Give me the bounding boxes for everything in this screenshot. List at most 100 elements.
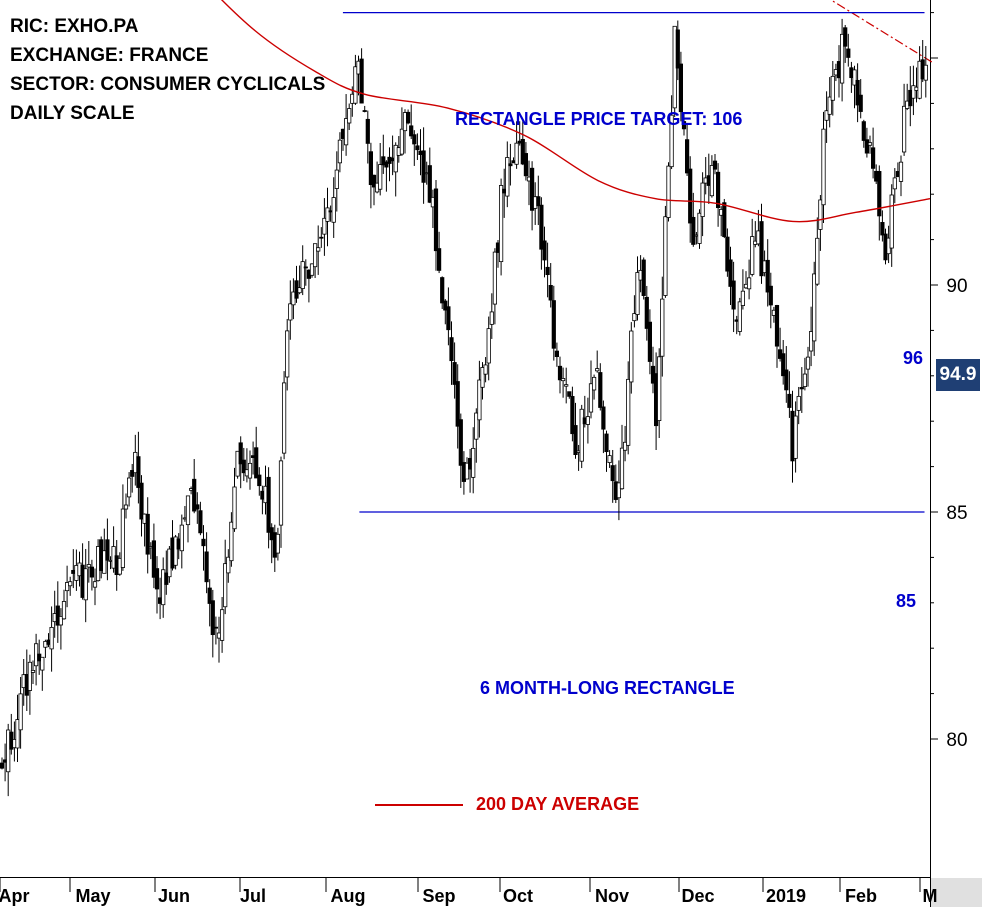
candle-body xyxy=(595,368,600,372)
x-tick-label: Dec xyxy=(681,886,714,906)
candle-body xyxy=(747,277,752,290)
candle-body xyxy=(877,171,882,217)
candle-body xyxy=(226,556,231,574)
candle-body xyxy=(179,524,184,552)
scale-label: DAILY SCALE xyxy=(10,103,135,124)
candle-body xyxy=(55,605,60,626)
x-tick-label: Jun xyxy=(158,886,190,906)
candle-body xyxy=(880,222,885,236)
candle-body xyxy=(254,447,259,479)
x-tick-label: Jul xyxy=(240,886,266,906)
candle-body xyxy=(520,138,525,165)
candle-body xyxy=(821,128,826,206)
candle-body xyxy=(399,128,405,155)
candle-body xyxy=(768,285,773,306)
candle-body xyxy=(347,108,352,124)
candle-body xyxy=(815,237,820,285)
candle-body xyxy=(223,563,228,608)
candle-body xyxy=(198,510,203,534)
candle-body xyxy=(793,415,798,459)
candle-body xyxy=(561,378,566,382)
candle-body xyxy=(480,367,485,388)
candle-body xyxy=(539,204,544,250)
candle-body xyxy=(852,69,857,86)
candle-body xyxy=(161,569,166,606)
candle-body xyxy=(802,373,808,387)
candle-body xyxy=(644,296,649,329)
x-tick-label: M xyxy=(923,886,938,906)
candle-body xyxy=(505,157,510,197)
candle-body xyxy=(784,369,789,391)
candle-body xyxy=(30,669,36,673)
candle-body xyxy=(623,441,628,451)
candle-body xyxy=(675,29,680,69)
candle-body xyxy=(207,587,212,604)
x-tick-label: May xyxy=(75,886,110,906)
candle-body xyxy=(902,105,907,153)
resistance-label: 96 xyxy=(903,348,924,368)
candle-body xyxy=(740,290,746,306)
candle-body xyxy=(378,164,383,190)
candle-body xyxy=(412,134,417,145)
candle-body xyxy=(489,311,494,325)
candle-body xyxy=(27,661,33,691)
candle-body xyxy=(319,236,324,239)
candle-body xyxy=(629,330,634,383)
candle-body xyxy=(440,277,445,304)
candle-body xyxy=(368,151,374,186)
candle-body xyxy=(65,582,70,592)
candle-body xyxy=(827,96,832,115)
candle-body xyxy=(446,306,451,331)
candle-body xyxy=(164,572,169,585)
ma200-line xyxy=(220,0,931,223)
candle-body xyxy=(471,447,476,478)
y-tick-label: 90 xyxy=(946,276,967,297)
support-label: 85 xyxy=(896,591,917,611)
candle-body xyxy=(247,462,253,479)
candle-body xyxy=(709,165,715,197)
candle-body xyxy=(923,64,928,81)
candle-body xyxy=(204,551,209,583)
candle-body xyxy=(312,243,318,268)
candle-body xyxy=(405,111,411,124)
candle-body xyxy=(281,382,287,454)
candle-body xyxy=(722,202,727,237)
candle-body xyxy=(492,251,498,305)
candle-body xyxy=(83,568,88,601)
candle-body xyxy=(632,313,637,322)
candle-body xyxy=(508,163,513,167)
candle-body xyxy=(210,600,215,636)
candle-body xyxy=(322,217,327,235)
candle-body xyxy=(818,199,823,230)
candle-body xyxy=(201,538,206,547)
candle-body xyxy=(213,626,218,629)
candle-body xyxy=(458,419,463,466)
candle-body xyxy=(846,48,851,58)
candle-body xyxy=(601,406,606,430)
candle-body xyxy=(443,300,448,311)
candle-body xyxy=(548,285,553,301)
candle-body xyxy=(421,150,426,183)
exchange-label: EXCHANGE: FRANCE xyxy=(10,45,209,66)
candle-body xyxy=(843,27,848,47)
candle-body xyxy=(89,566,94,578)
candle-body xyxy=(185,495,191,526)
candle-body xyxy=(855,79,860,106)
y-tick-label: 80 xyxy=(946,730,967,751)
candle-body xyxy=(498,185,504,263)
candle-body xyxy=(427,165,432,203)
candle-body xyxy=(728,259,733,287)
candle-body xyxy=(192,478,197,512)
candle-body xyxy=(278,460,284,526)
x-tick-label: Apr xyxy=(0,886,30,906)
candle-body xyxy=(219,609,225,641)
candle-body xyxy=(657,356,662,421)
candle-body xyxy=(588,383,594,413)
candle-body xyxy=(139,482,144,520)
candle-body xyxy=(316,247,321,252)
x-tick-label: Nov xyxy=(595,886,629,906)
candle-body xyxy=(697,212,702,244)
candle-body xyxy=(691,216,696,245)
y-tick-label: 85 xyxy=(946,503,967,524)
candle-body xyxy=(551,300,556,349)
